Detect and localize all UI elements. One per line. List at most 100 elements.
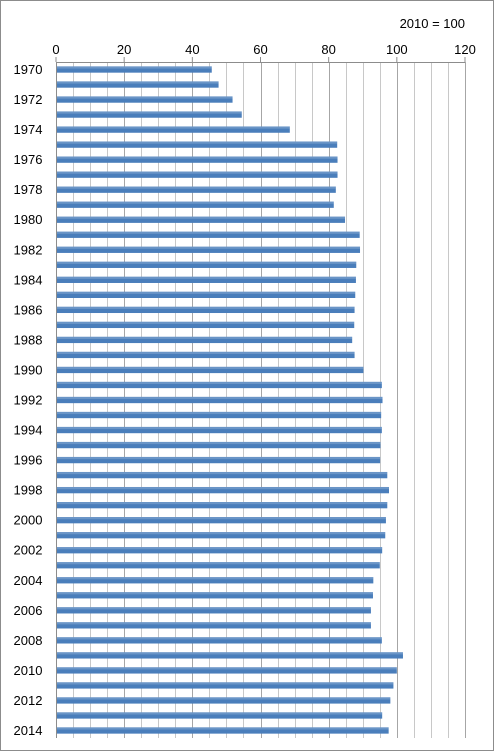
bar-highlight	[56, 682, 394, 685]
x-tick-label: 20	[117, 42, 131, 57]
bar-highlight	[56, 607, 371, 610]
bar-1980	[56, 216, 346, 223]
bar-1993	[56, 411, 382, 419]
category-label-2014: 2014	[14, 723, 43, 738]
bar-1991	[56, 381, 382, 389]
bar-2002	[56, 547, 383, 554]
x-tick-label: 80	[321, 42, 335, 57]
bar-1998	[56, 486, 389, 494]
bar-1997	[56, 471, 388, 479]
bar-highlight	[56, 652, 403, 655]
category-label-1992: 1992	[14, 393, 43, 408]
x-tick-label: 100	[386, 42, 408, 57]
category-label-1996: 1996	[14, 453, 43, 468]
bar-highlight	[56, 532, 386, 535]
bar-1978	[56, 186, 336, 193]
bar-highlight	[56, 291, 356, 294]
bar-1989	[56, 351, 355, 359]
bar-highlight	[56, 201, 334, 204]
bar-highlight	[56, 246, 361, 249]
bar-2000	[56, 517, 386, 524]
bar-1983	[56, 261, 357, 268]
bar-2009	[56, 652, 403, 659]
category-label-1986: 1986	[14, 302, 43, 317]
bar-1988	[56, 336, 353, 344]
bar-highlight	[56, 336, 353, 339]
bar-2007	[56, 622, 371, 629]
category-label-1980: 1980	[14, 212, 43, 227]
category-labels: 1970 1972 1974 1976 1978 1980 1982 1984 1986 1988…	[14, 62, 43, 738]
bar-1975	[56, 141, 338, 148]
bar-2010	[56, 667, 397, 674]
bar-1990	[56, 366, 364, 374]
bar-highlight	[56, 96, 233, 99]
bar-highlight	[56, 231, 360, 234]
bar-highlight	[56, 351, 355, 354]
bar-highlight	[56, 622, 371, 625]
bar-highlight	[56, 141, 338, 144]
bar-highlight	[56, 712, 383, 715]
bar-2004	[56, 577, 374, 584]
bar-1995	[56, 441, 381, 449]
bar-highlight	[56, 471, 388, 475]
bar-highlight	[56, 381, 382, 385]
category-label-1990: 1990	[14, 362, 43, 377]
category-label-1972: 1972	[14, 92, 43, 107]
bar-highlight	[56, 411, 382, 415]
bar-1977	[56, 171, 338, 178]
category-label-2004: 2004	[14, 573, 43, 588]
category-label-1974: 1974	[14, 122, 43, 137]
bar-highlight	[56, 577, 374, 580]
bar-1973	[56, 111, 242, 118]
category-label-1976: 1976	[14, 152, 43, 167]
bar-1976	[56, 156, 338, 163]
bar-highlight	[56, 396, 383, 400]
bar-highlight	[56, 502, 388, 505]
bars	[56, 66, 403, 734]
bar-1974	[56, 126, 290, 133]
bar-highlight	[56, 66, 212, 69]
category-label-1994: 1994	[14, 423, 43, 438]
bar-1981	[56, 231, 360, 238]
bar-highlight	[56, 637, 382, 640]
bar-2014	[56, 727, 389, 734]
bar-highlight	[56, 517, 386, 520]
bar-1994	[56, 426, 382, 434]
category-label-2006: 2006	[14, 603, 43, 618]
category-label-1998: 1998	[14, 483, 43, 498]
bar-highlight	[56, 441, 381, 445]
bar-1982	[56, 246, 361, 253]
bar-2012	[56, 697, 391, 704]
category-label-1988: 1988	[14, 332, 43, 347]
bar-highlight	[56, 456, 381, 460]
category-label-1984: 1984	[14, 272, 43, 287]
category-label-1970: 1970	[14, 62, 43, 77]
bar-highlight	[56, 727, 389, 730]
bar-2013	[56, 712, 383, 719]
bar-1985	[56, 291, 356, 298]
bar-highlight	[56, 366, 364, 370]
bar-highlight	[56, 562, 380, 565]
bar-highlight	[56, 171, 338, 174]
bar-2011	[56, 682, 394, 689]
category-label-2012: 2012	[14, 693, 43, 708]
bar-1972	[56, 96, 233, 103]
bar-1992	[56, 396, 383, 404]
x-axis-ticks: 0 20 40 60 80 100 120	[52, 42, 476, 62]
category-label-2008: 2008	[14, 633, 43, 648]
bar-highlight	[56, 697, 391, 700]
bar-1970	[56, 66, 212, 73]
bar-highlight	[56, 486, 389, 490]
bar-2006	[56, 607, 371, 614]
bar-highlight	[56, 156, 338, 159]
bar-highlight	[56, 261, 357, 264]
bar-highlight	[56, 592, 373, 595]
bar-highlight	[56, 81, 219, 84]
category-label-2010: 2010	[14, 663, 43, 678]
bar-highlight	[56, 306, 355, 309]
bar-highlight	[56, 216, 346, 219]
category-label-1978: 1978	[14, 182, 43, 197]
bar-highlight	[56, 321, 355, 324]
base-year-note: 2010 = 100	[400, 16, 465, 31]
